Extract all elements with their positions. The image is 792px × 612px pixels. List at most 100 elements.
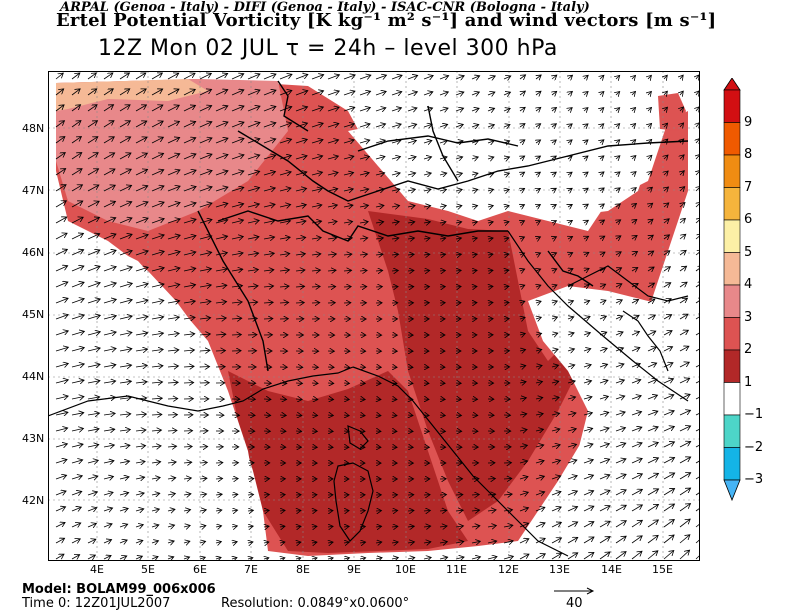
wind-vector	[680, 203, 685, 208]
wind-vector	[615, 364, 624, 367]
wind-vector	[311, 254, 321, 255]
wind-vector	[472, 222, 477, 223]
wind-vector	[407, 108, 417, 111]
wind-vector	[568, 301, 574, 303]
wind-vector	[535, 398, 543, 400]
wind-vector	[584, 156, 588, 159]
wind-vector	[183, 478, 191, 479]
wind-vector	[231, 74, 244, 80]
wind-vector	[327, 415, 333, 416]
wind-vector	[519, 508, 529, 511]
wind-vector	[663, 331, 672, 335]
wind-vector	[248, 526, 253, 527]
wind-vector	[279, 172, 291, 175]
wind-vector	[87, 413, 100, 415]
wind-vector	[536, 317, 541, 319]
wind-vector	[87, 266, 100, 272]
wind-vector	[167, 525, 175, 527]
wind-vector	[520, 269, 525, 271]
wind-vector	[263, 270, 274, 271]
wind-vector	[647, 347, 656, 351]
wind-vector	[552, 156, 556, 159]
wind-vector	[359, 91, 371, 95]
wind-vector	[55, 444, 67, 447]
wind-vector	[247, 510, 253, 511]
wind-vector	[487, 557, 497, 559]
wind-vector	[119, 556, 127, 559]
wind-vector	[119, 234, 132, 240]
wind-vector	[215, 334, 226, 335]
wind-vector	[648, 91, 651, 95]
wind-vector	[103, 429, 115, 431]
wind-vector	[103, 413, 115, 415]
wind-vector	[135, 169, 148, 176]
wind-vector	[215, 494, 222, 495]
wind-vector	[279, 74, 292, 80]
colorbar-segment	[723, 89, 741, 123]
wind-vector	[151, 525, 159, 527]
wind-vector	[135, 398, 147, 399]
wind-vector	[599, 300, 606, 303]
wind-vector	[119, 73, 130, 80]
wind-vector	[103, 445, 114, 447]
wind-vector	[664, 235, 670, 239]
wind-vector	[599, 348, 607, 351]
wind-vector	[487, 510, 496, 511]
wind-vector	[472, 238, 477, 239]
wind-vector	[375, 205, 384, 207]
colorbar-label: 2	[744, 342, 753, 357]
wind-vector	[280, 558, 285, 559]
wind-vector	[87, 460, 98, 463]
wind-vector	[679, 410, 691, 416]
wind-vector	[296, 511, 301, 512]
wind-vector	[679, 298, 688, 303]
wind-vector	[311, 91, 324, 96]
wind-vector	[311, 286, 320, 287]
wind-vector	[280, 542, 285, 543]
wind-vector	[119, 169, 131, 176]
wind-vector	[151, 366, 163, 367]
wind-vector	[567, 317, 574, 319]
wind-vector	[135, 349, 148, 351]
wind-vector	[375, 189, 384, 191]
colorbar-segment	[723, 317, 741, 351]
wind-vector	[183, 541, 190, 543]
wind-vector	[295, 156, 307, 159]
wind-vector	[584, 220, 588, 223]
wind-vector	[599, 537, 610, 544]
wind-vector	[487, 479, 495, 480]
wind-vector	[568, 140, 572, 143]
wind-vector	[615, 505, 626, 512]
wind-vector	[423, 542, 431, 543]
wind-vector	[487, 157, 494, 159]
wind-vector	[567, 365, 575, 367]
wind-vector	[583, 522, 594, 528]
wind-vector	[647, 379, 657, 383]
wind-vector	[311, 415, 318, 416]
wind-vector	[103, 540, 112, 543]
wind-vector	[359, 238, 368, 239]
wind-vector	[647, 283, 655, 287]
wind-vector	[247, 106, 260, 112]
wind-vector	[71, 413, 84, 415]
wind-vector	[568, 253, 573, 255]
wind-vector	[600, 252, 605, 255]
wind-vector	[343, 140, 354, 143]
wind-vector	[551, 365, 559, 367]
lon-label-7e: 7E	[244, 563, 258, 576]
wind-vector	[167, 203, 180, 208]
colorbar-label: 1	[744, 374, 753, 390]
wind-vector	[488, 270, 493, 271]
wind-vector	[55, 169, 66, 176]
wind-vector	[615, 284, 622, 287]
colorbar	[723, 78, 741, 502]
wind-vector	[199, 478, 207, 479]
wind-vector	[216, 542, 221, 543]
wind-vector	[648, 203, 653, 207]
wind-vector	[679, 378, 690, 384]
wind-vector	[584, 268, 589, 271]
pv-map	[48, 71, 700, 561]
wind-vector	[519, 414, 527, 415]
wind-vector	[87, 89, 97, 96]
pv-region-2-3-ne	[658, 93, 686, 131]
